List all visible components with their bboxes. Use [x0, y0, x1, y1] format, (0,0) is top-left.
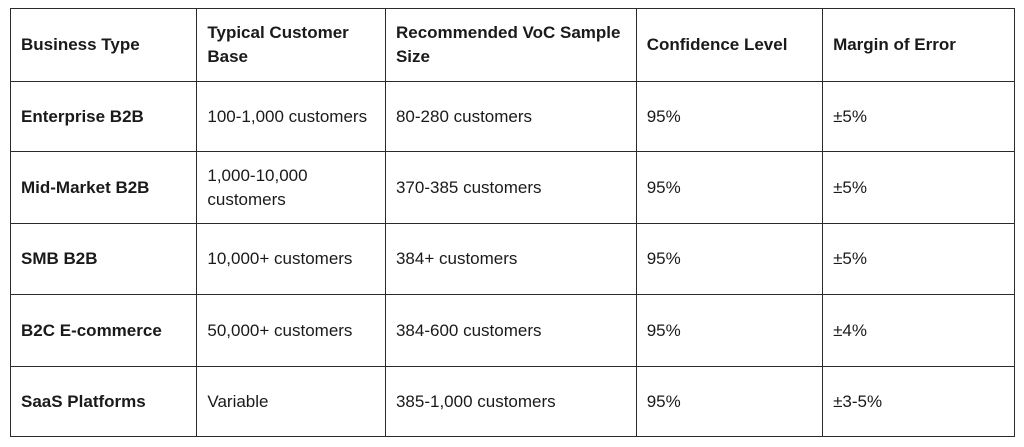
header-recommended-sample-size: Recommended VoC Sample Size — [384, 8, 637, 82]
cell-confidence-level: 95% — [635, 366, 824, 437]
cell-sample-size: 384+ customers — [384, 223, 637, 295]
cell-business-type: SaaS Platforms — [9, 366, 198, 437]
cell-sample-size: 384-600 customers — [384, 294, 637, 367]
table-row: Enterprise B2B 100-1,000 customers 80-28… — [9, 81, 1015, 152]
cell-confidence-level: 95% — [635, 151, 824, 224]
cell-margin-of-error: ±4% — [822, 294, 1015, 367]
cell-sample-size: 370-385 customers — [384, 151, 637, 224]
table-row: SMB B2B 10,000+ customers 384+ customers… — [9, 223, 1015, 295]
table-row: Mid-Market B2B 1,000-10,000 customers 37… — [9, 151, 1015, 224]
cell-confidence-level: 95% — [635, 294, 824, 367]
cell-customer-base: 1,000-10,000 customers — [196, 151, 386, 224]
cell-customer-base: 10,000+ customers — [196, 223, 386, 295]
cell-business-type: SMB B2B — [9, 223, 198, 295]
table-header-row: Business Type Typical Customer Base Reco… — [9, 8, 1015, 82]
cell-customer-base: 50,000+ customers — [196, 294, 386, 367]
cell-sample-size: 385-1,000 customers — [384, 366, 637, 437]
header-typical-customer-base: Typical Customer Base — [196, 8, 386, 82]
cell-margin-of-error: ±5% — [822, 223, 1015, 295]
cell-business-type: B2C E-commerce — [9, 294, 198, 367]
table-row: B2C E-commerce 50,000+ customers 384-600… — [9, 294, 1015, 367]
cell-margin-of-error: ±5% — [822, 151, 1015, 224]
voc-sample-size-table: Business Type Typical Customer Base Reco… — [9, 8, 1015, 437]
cell-business-type: Mid-Market B2B — [9, 151, 198, 224]
header-confidence-level: Confidence Level — [635, 8, 824, 82]
table-container: Business Type Typical Customer Base Reco… — [9, 8, 1015, 437]
cell-confidence-level: 95% — [635, 81, 824, 152]
header-business-type: Business Type — [9, 8, 198, 82]
cell-sample-size: 80-280 customers — [384, 81, 637, 152]
cell-customer-base: 100-1,000 customers — [196, 81, 386, 152]
header-margin-of-error: Margin of Error — [822, 8, 1015, 82]
cell-customer-base: Variable — [196, 366, 386, 437]
table-row: SaaS Platforms Variable 385-1,000 custom… — [9, 366, 1015, 437]
cell-confidence-level: 95% — [635, 223, 824, 295]
cell-margin-of-error: ±3-5% — [822, 366, 1015, 437]
cell-margin-of-error: ±5% — [822, 81, 1015, 152]
cell-business-type: Enterprise B2B — [9, 81, 198, 152]
